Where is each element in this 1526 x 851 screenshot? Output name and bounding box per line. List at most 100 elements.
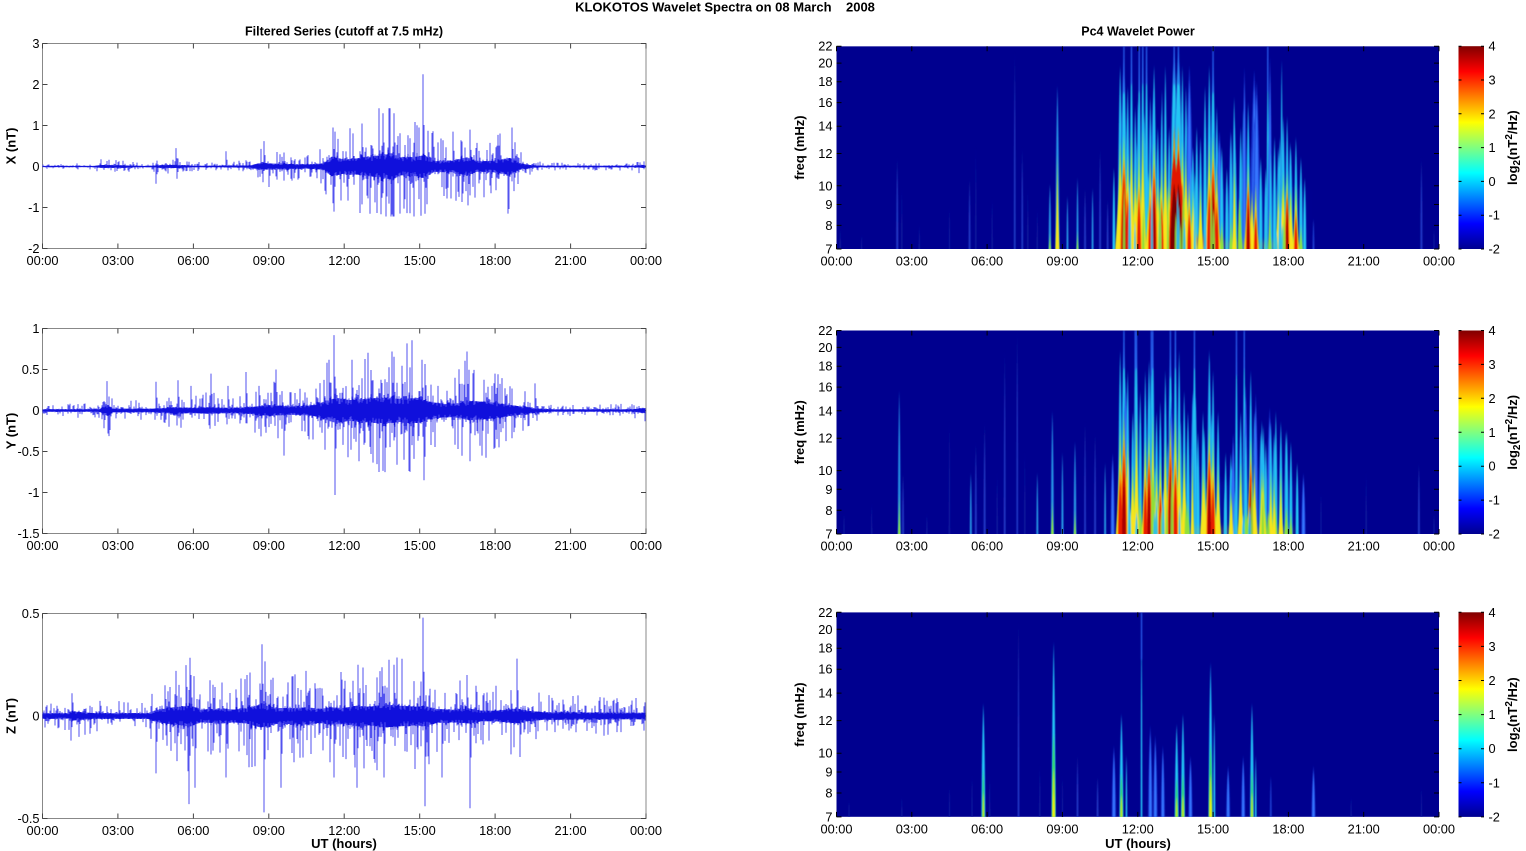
svg-text:09:00: 09:00: [1046, 254, 1078, 269]
svg-text:KLOKOTOS Wavelet Spectra on 08: KLOKOTOS Wavelet Spectra on 08 March 200…: [575, 0, 875, 15]
svg-text:03:00: 03:00: [102, 253, 134, 268]
svg-text:15:00: 15:00: [1197, 539, 1229, 554]
svg-text:3: 3: [32, 36, 39, 51]
svg-text:log2(nT2/Hz): log2(nT2/Hz): [1504, 110, 1523, 185]
svg-text:20: 20: [818, 56, 832, 71]
svg-text:15:00: 15:00: [1197, 821, 1229, 836]
svg-text:21:00: 21:00: [1348, 539, 1380, 554]
svg-text:10: 10: [818, 746, 832, 761]
svg-text:-1: -1: [28, 200, 39, 215]
svg-text:15:00: 15:00: [404, 253, 436, 268]
svg-text:06:00: 06:00: [971, 821, 1003, 836]
svg-text:09:00: 09:00: [1046, 539, 1078, 554]
svg-text:00:00: 00:00: [630, 823, 662, 838]
svg-text:0: 0: [32, 709, 39, 724]
svg-text:18: 18: [818, 359, 832, 374]
svg-text:1: 1: [1489, 425, 1496, 440]
svg-text:log2(nT2/Hz): log2(nT2/Hz): [1504, 395, 1523, 470]
svg-text:7: 7: [825, 809, 832, 824]
svg-text:00:00: 00:00: [1423, 821, 1455, 836]
svg-text:2: 2: [1489, 391, 1496, 406]
svg-text:7: 7: [825, 242, 832, 257]
svg-text:03:00: 03:00: [896, 254, 928, 269]
svg-text:-0.5: -0.5: [17, 444, 39, 459]
svg-text:21:00: 21:00: [555, 253, 587, 268]
svg-text:00:00: 00:00: [820, 254, 852, 269]
svg-text:UT (hours): UT (hours): [311, 836, 377, 851]
svg-text:16: 16: [818, 662, 832, 677]
svg-text:06:00: 06:00: [971, 539, 1003, 554]
svg-text:X (nT): X (nT): [4, 128, 19, 165]
svg-text:22: 22: [818, 605, 832, 620]
svg-text:12:00: 12:00: [328, 538, 360, 553]
svg-text:00:00: 00:00: [820, 821, 852, 836]
svg-text:8: 8: [825, 218, 832, 233]
svg-text:03:00: 03:00: [896, 821, 928, 836]
svg-text:21:00: 21:00: [1348, 821, 1380, 836]
svg-text:4: 4: [1489, 323, 1496, 338]
svg-text:15:00: 15:00: [404, 538, 436, 553]
svg-text:20: 20: [818, 340, 832, 355]
svg-text:06:00: 06:00: [177, 253, 209, 268]
svg-text:freq (mHz): freq (mHz): [792, 400, 807, 464]
svg-text:3: 3: [1489, 357, 1496, 372]
svg-text:00:00: 00:00: [1423, 539, 1455, 554]
svg-text:9: 9: [825, 197, 832, 212]
svg-text:21:00: 21:00: [555, 823, 587, 838]
svg-text:0.5: 0.5: [22, 606, 40, 621]
svg-text:12: 12: [818, 431, 832, 446]
svg-text:1: 1: [1489, 140, 1496, 155]
svg-text:-2: -2: [1489, 809, 1500, 824]
svg-text:14: 14: [818, 686, 832, 701]
svg-text:14: 14: [818, 119, 832, 134]
svg-text:12:00: 12:00: [328, 253, 360, 268]
svg-text:09:00: 09:00: [253, 823, 285, 838]
svg-text:20: 20: [818, 622, 832, 637]
svg-text:18:00: 18:00: [479, 538, 511, 553]
svg-text:9: 9: [825, 764, 832, 779]
svg-text:22: 22: [818, 323, 832, 338]
svg-text:3: 3: [1489, 73, 1496, 88]
svg-text:09:00: 09:00: [253, 538, 285, 553]
svg-text:10: 10: [818, 463, 832, 478]
svg-text:00:00: 00:00: [630, 538, 662, 553]
svg-text:06:00: 06:00: [177, 823, 209, 838]
svg-text:8: 8: [825, 503, 832, 518]
svg-text:8: 8: [825, 786, 832, 801]
svg-text:18:00: 18:00: [1272, 821, 1304, 836]
svg-text:freq (mHz): freq (mHz): [792, 682, 807, 746]
svg-text:2: 2: [1489, 106, 1496, 121]
svg-text:18:00: 18:00: [1272, 539, 1304, 554]
svg-text:06:00: 06:00: [971, 254, 1003, 269]
svg-text:14: 14: [818, 403, 832, 418]
svg-text:1: 1: [32, 321, 39, 336]
svg-text:00:00: 00:00: [1423, 254, 1455, 269]
svg-text:12: 12: [818, 713, 832, 728]
svg-text:12:00: 12:00: [1122, 254, 1154, 269]
svg-text:15:00: 15:00: [404, 823, 436, 838]
svg-text:03:00: 03:00: [896, 539, 928, 554]
svg-text:0: 0: [32, 403, 39, 418]
svg-text:Pc4 Wavelet Power: Pc4 Wavelet Power: [1081, 25, 1195, 39]
svg-text:06:00: 06:00: [177, 538, 209, 553]
svg-text:4: 4: [1489, 605, 1496, 620]
svg-text:1: 1: [1489, 707, 1496, 722]
svg-text:22: 22: [818, 39, 832, 54]
svg-text:12:00: 12:00: [1122, 539, 1154, 554]
svg-text:21:00: 21:00: [1348, 254, 1380, 269]
svg-text:10: 10: [818, 178, 832, 193]
svg-text:00:00: 00:00: [26, 253, 58, 268]
svg-text:16: 16: [818, 380, 832, 395]
svg-text:18:00: 18:00: [479, 253, 511, 268]
svg-text:log2(nT2/Hz): log2(nT2/Hz): [1504, 677, 1523, 752]
svg-text:15:00: 15:00: [1197, 254, 1229, 269]
svg-text:00:00: 00:00: [26, 538, 58, 553]
svg-text:-2: -2: [1489, 242, 1500, 257]
svg-text:18:00: 18:00: [479, 823, 511, 838]
svg-text:Z (nT): Z (nT): [4, 698, 19, 734]
svg-text:18: 18: [818, 641, 832, 656]
svg-text:0: 0: [1489, 459, 1496, 474]
svg-text:0: 0: [32, 159, 39, 174]
svg-text:-1: -1: [1489, 775, 1500, 790]
svg-text:12: 12: [818, 146, 832, 161]
